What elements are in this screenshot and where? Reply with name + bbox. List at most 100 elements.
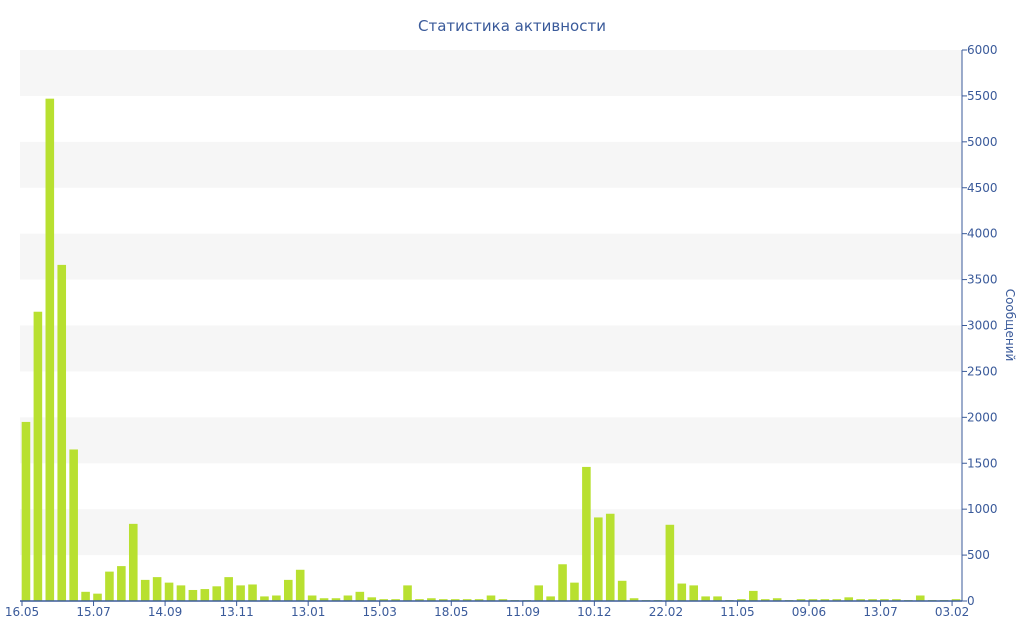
bar (462, 599, 472, 601)
bar (140, 579, 150, 601)
bar (951, 599, 961, 601)
bar (617, 580, 627, 601)
bar (570, 582, 579, 601)
y-axis-label: Сообщений (1003, 289, 1017, 362)
x-tick-label: 14.09 (148, 605, 182, 619)
bar (534, 585, 543, 601)
x-tick-label: 11.09 (506, 605, 540, 619)
x-tick-label: 13.01 (291, 605, 325, 619)
bar (176, 585, 186, 601)
y-tick-label: 2000 (967, 410, 998, 424)
bar (486, 595, 496, 601)
bar (57, 264, 67, 601)
grid-band (20, 50, 962, 96)
bar (319, 598, 329, 601)
bar (868, 599, 877, 601)
bar (260, 596, 269, 601)
bar (558, 564, 567, 601)
bar (188, 589, 198, 601)
y-tick-label: 0 (967, 594, 975, 608)
grid-band (20, 417, 962, 464)
bar (772, 598, 782, 601)
bar (880, 599, 889, 601)
x-tick-label: 16.05 (5, 605, 39, 619)
bar (93, 593, 102, 601)
x-tick-label: 18.05 (434, 605, 468, 619)
y-tick-label: 2500 (967, 364, 998, 378)
y-tick-label: 6000 (967, 43, 998, 57)
x-tick-label: 13.07 (863, 605, 897, 619)
bar (128, 523, 138, 601)
bar (737, 599, 746, 601)
bar (450, 599, 460, 601)
bar (856, 599, 865, 601)
grid-band (20, 509, 962, 556)
x-tick-label: 11.05 (720, 605, 754, 619)
x-tick-label: 13.11 (219, 605, 253, 619)
bar (689, 585, 699, 601)
bar (594, 517, 603, 601)
chart-title: Статистика активности (418, 17, 606, 35)
bar (629, 598, 639, 601)
bar (379, 599, 388, 601)
bar (498, 599, 508, 601)
bar (152, 577, 162, 601)
bar (21, 421, 31, 601)
bar (474, 599, 484, 601)
bar (665, 524, 675, 601)
bar (605, 513, 615, 601)
grid-band (20, 325, 962, 372)
bar (749, 590, 758, 601)
bar (272, 595, 281, 601)
y-tick-label: 3000 (967, 319, 998, 333)
grid-band (20, 141, 962, 188)
y-tick-label: 1500 (967, 456, 998, 470)
bar (832, 599, 842, 601)
bar (45, 98, 55, 602)
bar (331, 598, 341, 601)
bar (808, 599, 818, 601)
bar (760, 599, 770, 601)
bar (391, 599, 400, 601)
bar (915, 595, 925, 601)
y-tick-label: 1000 (967, 502, 998, 516)
x-axis: 16.05 15.07 14.09 13.11 13.01 15.03 18.05 11.09… (5, 600, 969, 619)
x-tick-label: 03.02 (935, 605, 969, 619)
x-tick-label: 15.03 (363, 605, 397, 619)
grid-band (20, 233, 962, 280)
y-tick-label: 500 (967, 548, 990, 562)
y-tick-label: 3500 (967, 273, 998, 287)
bar (164, 582, 174, 601)
bar (33, 311, 43, 601)
bar (367, 597, 377, 601)
y-axis: 0 500 1000 1500 2000 2500 3000 3500 4000 4500 5000… (961, 43, 998, 608)
bar (295, 569, 305, 601)
bar (224, 577, 233, 601)
bar (105, 571, 114, 601)
bar (212, 586, 222, 601)
bar (117, 566, 126, 601)
x-tick-label: 22.02 (649, 605, 683, 619)
bar (200, 589, 210, 601)
bar (582, 466, 591, 601)
bar (283, 579, 293, 601)
grid-bands (20, 50, 962, 556)
bar (355, 591, 365, 601)
bar (701, 596, 710, 601)
bars-group (21, 98, 961, 602)
bar (844, 597, 854, 601)
y-tick-label: 5000 (967, 135, 998, 149)
bar (415, 599, 424, 601)
bar (713, 596, 722, 601)
bar (796, 599, 806, 601)
bar (248, 584, 257, 601)
bar (403, 585, 412, 601)
bar (546, 596, 555, 601)
bar (677, 583, 687, 601)
bar (69, 449, 78, 601)
x-tick-label: 15.07 (76, 605, 110, 619)
bar (81, 591, 90, 601)
y-tick-label: 5500 (967, 89, 998, 103)
y-tick-label: 4000 (967, 227, 998, 241)
